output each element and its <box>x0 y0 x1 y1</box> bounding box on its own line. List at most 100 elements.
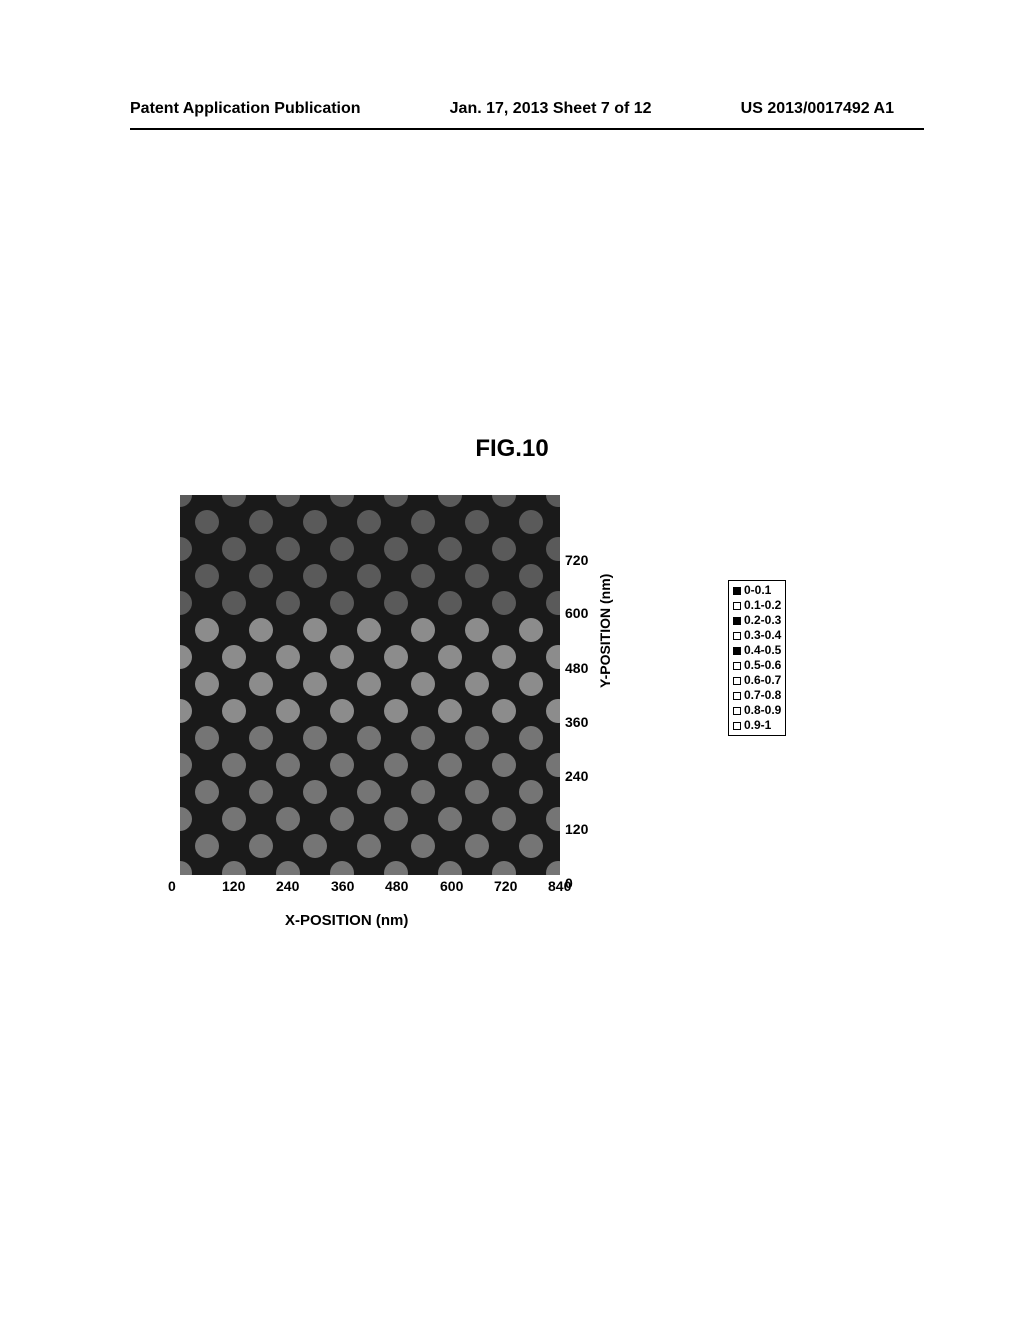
heatmap-cell <box>303 780 327 804</box>
heatmap-cell <box>519 564 543 588</box>
legend-label: 0.4-0.5 <box>744 643 781 658</box>
heatmap-cell <box>492 807 516 831</box>
heatmap-cell <box>249 564 273 588</box>
heatmap-cell <box>465 618 489 642</box>
heatmap-cell <box>180 591 192 615</box>
heatmap-cell <box>222 753 246 777</box>
heatmap-cell <box>384 861 408 875</box>
heatmap-cell <box>438 861 462 875</box>
heatmap-cell <box>330 807 354 831</box>
heatmap-cell <box>330 861 354 875</box>
heatmap-cell <box>384 495 408 507</box>
heatmap-cell <box>492 699 516 723</box>
y-tick-label: 120 <box>565 821 588 837</box>
heatmap-cell <box>492 861 516 875</box>
heatmap-cell <box>357 510 381 534</box>
heatmap-cell <box>519 618 543 642</box>
heatmap-cell <box>195 780 219 804</box>
heatmap-cell <box>180 807 192 831</box>
heatmap-cell <box>465 564 489 588</box>
legend: 0-0.10.1-0.20.2-0.30.3-0.40.4-0.50.5-0.6… <box>728 580 786 736</box>
heatmap-cell <box>249 510 273 534</box>
legend-item: 0.3-0.4 <box>733 628 781 643</box>
heatmap-cell <box>438 537 462 561</box>
legend-label: 0.3-0.4 <box>744 628 781 643</box>
x-tick-label: 0 <box>168 878 176 894</box>
heatmap-cell <box>276 537 300 561</box>
y-tick-label: 240 <box>565 768 588 784</box>
heatmap-cell <box>465 780 489 804</box>
heatmap-cell <box>519 672 543 696</box>
heatmap-cell <box>546 495 560 507</box>
heatmap-cell <box>492 495 516 507</box>
legend-label: 0.8-0.9 <box>744 703 781 718</box>
heatmap-cell <box>519 834 543 858</box>
heatmap-cell <box>546 645 560 669</box>
heatmap-cell <box>276 699 300 723</box>
heatmap-cell <box>411 672 435 696</box>
heatmap-cell <box>222 861 246 875</box>
heatmap-cell <box>303 834 327 858</box>
heatmap-cell <box>438 699 462 723</box>
heatmap-cell <box>384 645 408 669</box>
heatmap-cell <box>249 672 273 696</box>
heatmap-cell <box>357 726 381 750</box>
y-tick-label: 600 <box>565 605 588 621</box>
heatmap-cell <box>180 699 192 723</box>
heatmap-cell <box>411 618 435 642</box>
heatmap-cell <box>249 726 273 750</box>
legend-item: 0.1-0.2 <box>733 598 781 613</box>
heatmap-cell <box>180 645 192 669</box>
y-tick-label: 480 <box>565 660 588 676</box>
x-tick-label: 600 <box>440 878 463 894</box>
heatmap-cell <box>465 510 489 534</box>
heatmap-cell <box>222 591 246 615</box>
heatmap-cell <box>546 591 560 615</box>
header-center: Jan. 17, 2013 Sheet 7 of 12 <box>450 100 652 118</box>
legend-item: 0.8-0.9 <box>733 703 781 718</box>
heatmap-cell <box>276 753 300 777</box>
x-tick-label: 360 <box>331 878 354 894</box>
legend-item: 0.4-0.5 <box>733 643 781 658</box>
heatmap-cell <box>195 834 219 858</box>
legend-label: 0.7-0.8 <box>744 688 781 703</box>
y-tick-label: 360 <box>565 714 588 730</box>
legend-marker-icon <box>733 602 741 610</box>
figure-title: FIG.10 <box>0 435 1024 463</box>
heatmap-cell <box>330 591 354 615</box>
heatmap-cell <box>276 807 300 831</box>
heatmap-cell <box>465 834 489 858</box>
x-tick-label: 240 <box>276 878 299 894</box>
legend-label: 0.1-0.2 <box>744 598 781 613</box>
heatmap-cell <box>330 495 354 507</box>
heatmap-cell <box>465 726 489 750</box>
legend-label: 0-0.1 <box>744 583 771 598</box>
heatmap-cell <box>492 537 516 561</box>
page-header: Patent Application Publication Jan. 17, … <box>130 100 894 118</box>
legend-item: 0.5-0.6 <box>733 658 781 673</box>
x-tick-label: 480 <box>385 878 408 894</box>
legend-marker-icon <box>733 692 741 700</box>
heatmap-cell <box>180 861 192 875</box>
heatmap-cell <box>492 753 516 777</box>
heatmap-cell <box>180 495 192 507</box>
x-tick-label: 720 <box>494 878 517 894</box>
y-axis-title: Y-POSITION (nm) <box>597 574 613 688</box>
heatmap-cell <box>546 699 560 723</box>
heatmap-cell <box>330 645 354 669</box>
heatmap-chart <box>180 495 560 875</box>
heatmap-cell <box>357 834 381 858</box>
heatmap-cell <box>276 495 300 507</box>
x-axis-title: X-POSITION (nm) <box>285 912 408 929</box>
heatmap-cell <box>249 834 273 858</box>
legend-label: 0.2-0.3 <box>744 613 781 628</box>
heatmap-cell <box>465 672 489 696</box>
heatmap-cell <box>384 807 408 831</box>
heatmap-pattern <box>180 495 560 875</box>
heatmap-cell <box>195 510 219 534</box>
heatmap-cell <box>546 861 560 875</box>
heatmap-cell <box>222 537 246 561</box>
heatmap-cell <box>492 591 516 615</box>
legend-marker-icon <box>733 707 741 715</box>
heatmap-cell <box>276 645 300 669</box>
